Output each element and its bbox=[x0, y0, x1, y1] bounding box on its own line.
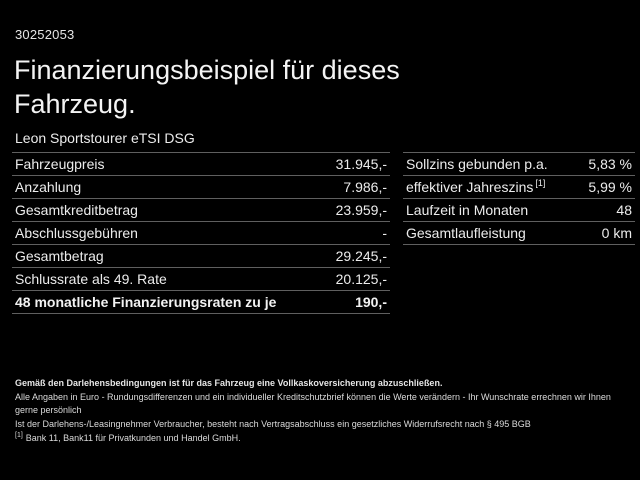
row-value: 23.959,- bbox=[335, 202, 387, 218]
table-row: Schlussrate als 49. Rate 20.125,- bbox=[12, 268, 390, 291]
row-value: 0 km bbox=[601, 225, 632, 241]
table-row: Gesamtlaufleistung 0 km bbox=[403, 222, 635, 245]
table-row: Laufzeit in Monaten 48 bbox=[403, 199, 635, 222]
vehicle-name: Leon Sportstourer eTSI DSG bbox=[15, 130, 195, 146]
row-label: Schlussrate als 49. Rate bbox=[15, 271, 167, 287]
insurance-note: Gemäß den Darlehensbedingungen ist für d… bbox=[15, 378, 443, 388]
row-label: Fahrzeugpreis bbox=[15, 156, 105, 172]
row-value: 29.245,- bbox=[335, 248, 387, 264]
row-label: 48 monatliche Finanzierungsraten zu je bbox=[15, 294, 277, 310]
bank-footnote: [1] Bank 11, Bank11 für Privatkunden und … bbox=[15, 432, 627, 446]
table-row: Gesamtbetrag 29.245,- bbox=[12, 245, 390, 268]
row-value: 5,83 % bbox=[588, 156, 632, 172]
row-label: Abschlussgebühren bbox=[15, 225, 138, 241]
row-label: effektiver Jahreszins [1] bbox=[406, 178, 546, 195]
row-label: Laufzeit in Monaten bbox=[406, 202, 529, 218]
footnote-marker: [1] bbox=[15, 432, 23, 439]
disclaimer-line2: Alle Angaben in Euro - Rundungsdifferenz… bbox=[15, 391, 611, 416]
row-label: Sollzins gebunden p.a. bbox=[406, 156, 548, 172]
row-label: Gesamtlaufleistung bbox=[406, 225, 526, 241]
legal-footer: Gemäß den Darlehensbedingungen ist für d… bbox=[15, 377, 627, 446]
row-label: Gesamtbetrag bbox=[15, 248, 104, 264]
disclaimer-line3: Ist der Darlehens-/Leasingnehmer Verbrau… bbox=[15, 418, 531, 429]
table-row: Abschlussgebühren - bbox=[12, 222, 390, 245]
row-value: 31.945,- bbox=[335, 156, 387, 172]
page-title-line2: Fahrzeug. bbox=[14, 89, 136, 119]
page-title: Finanzierungsbeispiel für dieses Fahrzeu… bbox=[14, 53, 400, 121]
row-label: Gesamtkreditbetrag bbox=[15, 202, 138, 218]
footnote-marker: [1] bbox=[535, 178, 546, 189]
conditions-table: Sollzins gebunden p.a. 5,83 % effektiver J… bbox=[403, 152, 635, 245]
offer-id: 30252053 bbox=[15, 27, 75, 42]
footnote-text: Bank 11, Bank11 für Privatkunden und Han… bbox=[25, 433, 241, 443]
row-value: 5,99 % bbox=[588, 179, 632, 195]
table-row: Gesamtkreditbetrag 23.959,- bbox=[12, 199, 390, 222]
table-row: Anzahlung 7.986,- bbox=[12, 176, 390, 199]
row-label: Anzahlung bbox=[15, 179, 82, 195]
row-value: 48 bbox=[616, 202, 632, 218]
page-title-line1: Finanzierungsbeispiel für dieses bbox=[14, 55, 400, 85]
row-value: 7.986,- bbox=[343, 179, 387, 195]
table-row: Fahrzeugpreis 31.945,- bbox=[12, 153, 390, 176]
row-value: 190,- bbox=[355, 294, 387, 310]
table-row: 48 monatliche Finanzierungsraten zu je 19… bbox=[12, 291, 390, 314]
row-value: 20.125,- bbox=[335, 271, 387, 287]
table-row: Sollzins gebunden p.a. 5,83 % bbox=[403, 153, 635, 176]
table-row: effektiver Jahreszins [1] 5,99 % bbox=[403, 176, 635, 199]
row-value: - bbox=[382, 225, 387, 241]
finance-table: Fahrzeugpreis 31.945,- Anzahlung 7.986,- Ges… bbox=[12, 152, 390, 314]
